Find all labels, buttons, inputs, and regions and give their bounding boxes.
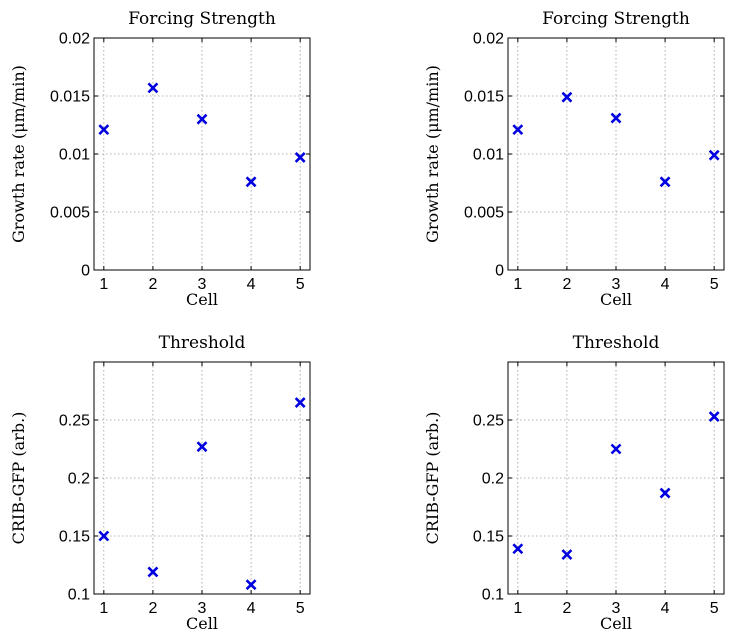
data-point xyxy=(294,152,306,163)
x-tick-label: 5 xyxy=(710,600,719,617)
panel-top-left: 1 2 3 4 5 0 0.005 0.01 0.015 0.02 Forcing Strength… xyxy=(9,9,311,309)
data-point xyxy=(196,113,208,125)
y-tick-label: 0.2 xyxy=(68,471,90,488)
data-point xyxy=(659,487,671,499)
panel-bottom-right: 1 2 3 4 5 0.1 0.15 0.2 0.25 Threshold Cell CRIB-GFP… xyxy=(423,333,725,633)
y-tick-label: 0.005 xyxy=(464,205,504,222)
data-point xyxy=(98,124,110,136)
x-tick-label: 3 xyxy=(612,600,621,617)
data-point xyxy=(245,579,257,591)
data-point xyxy=(708,149,720,161)
panel-top-right: 1 2 3 4 5 0 0.005 0.01 0.015 0.02 Forcing Strength… xyxy=(423,9,725,309)
x-tick-label: 3 xyxy=(198,600,207,617)
y-tick-label: 0.1 xyxy=(68,587,90,604)
data-point xyxy=(512,124,524,136)
x-axis-label: Cell xyxy=(186,614,218,633)
x-tick-label: 5 xyxy=(710,276,719,293)
y-tick-label: 0 xyxy=(81,263,90,280)
y-tick-label: 0.02 xyxy=(473,31,504,48)
y-tick-label: 0.01 xyxy=(59,147,90,164)
x-tick-label: 2 xyxy=(148,600,157,617)
chart-title: Forcing Strength xyxy=(542,9,690,29)
chart-title: Threshold xyxy=(573,333,660,353)
y-axis-label: CRIB-GFP (arb.) xyxy=(9,412,28,545)
data-point xyxy=(708,411,720,422)
x-tick-label: 4 xyxy=(661,600,670,617)
x-tick-label: 1 xyxy=(99,276,108,293)
x-axis-label: Cell xyxy=(600,614,632,633)
y-tick-label: 0.2 xyxy=(482,471,504,488)
x-tick-label: 3 xyxy=(198,276,207,293)
x-tick-label: 4 xyxy=(247,276,256,293)
y-tick-label: 0.25 xyxy=(473,413,504,430)
chart-title: Forcing Strength xyxy=(128,9,276,29)
x-tick-label: 5 xyxy=(296,276,305,293)
y-axis-label: Growth rate (μm/min) xyxy=(9,65,28,243)
y-tick-label: 0.015 xyxy=(464,89,504,106)
data-point xyxy=(196,441,208,453)
y-tick-label: 0 xyxy=(495,263,504,280)
data-point xyxy=(147,82,159,94)
data-point xyxy=(512,543,524,555)
x-tick-label: 1 xyxy=(513,276,522,293)
x-tick-label: 2 xyxy=(148,276,157,293)
y-tick-label: 0.15 xyxy=(473,529,504,546)
y-tick-label: 0.015 xyxy=(50,89,90,106)
x-axis-label: Cell xyxy=(600,290,632,309)
x-tick-label: 5 xyxy=(296,600,305,617)
chart-title: Threshold xyxy=(159,333,246,353)
y-axis-label: CRIB-GFP (arb.) xyxy=(423,412,442,545)
y-tick-label: 0.02 xyxy=(59,31,90,48)
x-tick-label: 1 xyxy=(99,600,108,617)
y-axis-label: Growth rate (μm/min) xyxy=(423,65,442,243)
data-point xyxy=(610,112,622,124)
data-point xyxy=(659,176,671,188)
y-tick-label: 0.25 xyxy=(59,413,90,430)
x-tick-label: 4 xyxy=(661,276,670,293)
data-point xyxy=(610,443,622,455)
data-point xyxy=(147,566,159,578)
data-point xyxy=(245,176,257,188)
y-tick-label: 0.005 xyxy=(50,205,90,222)
y-tick-label: 0.15 xyxy=(59,529,90,546)
data-point xyxy=(561,549,573,560)
data-point xyxy=(561,91,573,103)
data-point xyxy=(98,530,110,542)
x-tick-label: 4 xyxy=(247,600,256,617)
data-point xyxy=(294,397,306,409)
panel-bottom-left: 1 2 3 4 5 0.1 0.15 0.2 0.25 Threshold Cell CRIB-GFP… xyxy=(9,333,311,633)
x-tick-label: 1 xyxy=(513,600,522,617)
x-axis-label: Cell xyxy=(186,290,218,309)
x-tick-label: 2 xyxy=(562,600,571,617)
x-tick-label: 3 xyxy=(612,276,621,293)
y-tick-label: 0.1 xyxy=(482,587,504,604)
y-tick-label: 0.01 xyxy=(473,147,504,164)
x-tick-label: 2 xyxy=(562,276,571,293)
